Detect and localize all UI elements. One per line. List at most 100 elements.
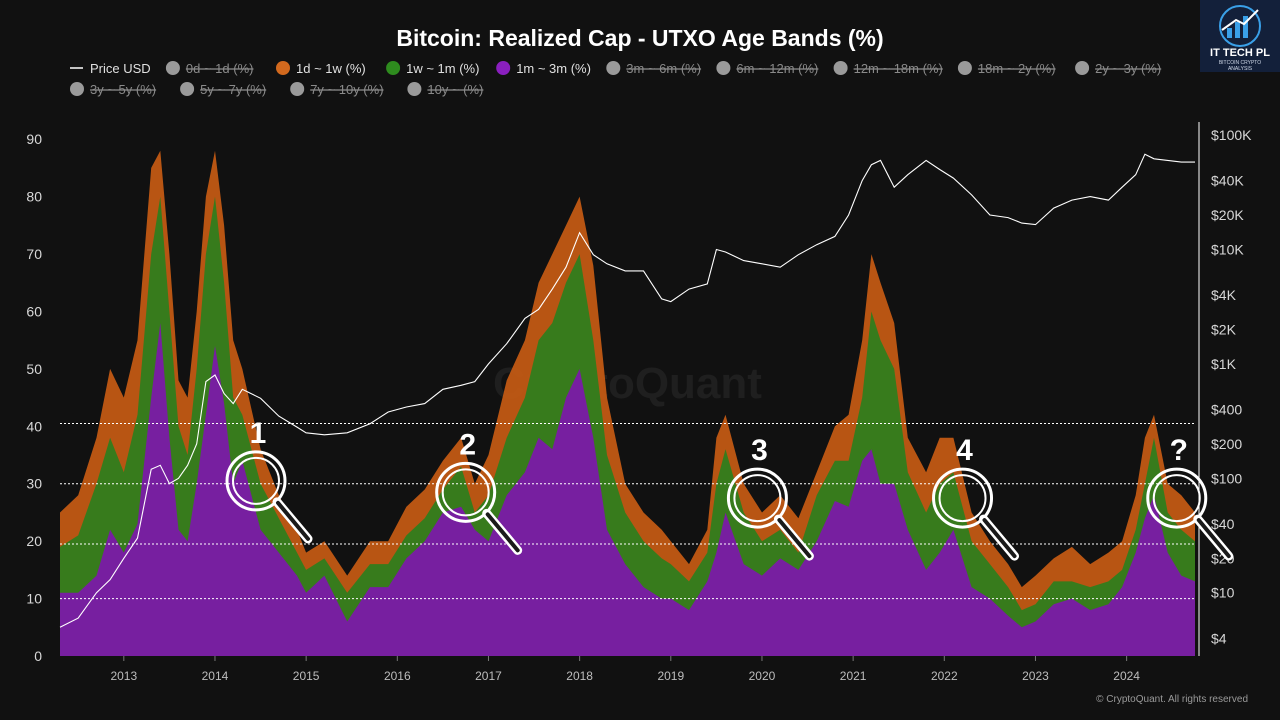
legend-label: 3y ~ 5y (%) — [90, 82, 156, 97]
y-right-tick-label: $4 — [1211, 630, 1227, 646]
logo: IT TECH PL BITCOIN CRYPTO ANALYSIS — [1200, 0, 1280, 72]
legend-label: 10y ~ (%) — [427, 82, 483, 97]
annotation-label: 3 — [751, 434, 768, 467]
legend-item-5[interactable]: 3m ~ 6m (%) — [606, 61, 701, 76]
legend-item-6[interactable]: 6m ~ 12m (%) — [716, 61, 818, 76]
legend-label: 6m ~ 12m (%) — [736, 61, 818, 76]
x-tick-label: 2023 — [1022, 669, 1049, 683]
magnifier-annotation-5: ? — [1146, 434, 1234, 561]
legend-marker — [407, 82, 422, 96]
y-right-tick-label: $20K — [1211, 207, 1244, 223]
magnifier-lens-icon — [733, 474, 782, 523]
legend-item-4[interactable]: 1m ~ 3m (%) — [496, 61, 591, 76]
magnifier-annotation-3: 3 — [726, 434, 814, 561]
magnifier-lens-icon — [232, 456, 281, 505]
magnifier-annotation-1: 1 — [225, 417, 313, 544]
area-1m-3m- — [60, 323, 1195, 656]
magnifier-lens-icon — [1152, 474, 1201, 523]
x-tick-label: 2013 — [110, 669, 137, 683]
legend-item-0[interactable]: Price USD — [70, 61, 151, 76]
legend-marker — [165, 61, 180, 75]
chart-title: Bitcoin: Realized Cap - UTXO Age Bands (… — [396, 25, 883, 51]
legend-marker — [276, 61, 290, 75]
legend-item-1[interactable]: 0d ~ 1d (%) — [165, 61, 254, 76]
y-right-tick-label: $1K — [1211, 356, 1237, 372]
magnifier-handle — [276, 500, 311, 541]
legend-label: 2y ~ 3y (%) — [1095, 61, 1161, 76]
annotation-label: 4 — [956, 434, 973, 467]
legend: Price USD 0d ~ 1d (%) 1d ~ 1w (%) 1w ~ 1m (… — [70, 61, 1161, 97]
legend-marker — [290, 82, 305, 96]
legend-marker — [833, 61, 848, 75]
legend-item-8[interactable]: 18m ~ 2y (%) — [957, 61, 1056, 76]
y-left-tick-label: 20 — [26, 533, 42, 549]
legend-marker — [1075, 61, 1090, 75]
y-right-tick-label: $10 — [1211, 585, 1235, 601]
legend-marker — [496, 61, 511, 75]
magnifier-annotation-2: 2 — [435, 428, 523, 555]
legend-label: 0d ~ 1d (%) — [186, 61, 254, 76]
legend-item-7[interactable]: 12m ~ 18m (%) — [833, 61, 943, 76]
logo-sub-1: BITCOIN CRYPTO — [1219, 60, 1261, 66]
x-tick-label: 2019 — [657, 669, 684, 683]
magnifier-icon — [1146, 467, 1208, 529]
magnifier-lens-icon — [938, 474, 987, 523]
x-tick-label: 2022 — [931, 669, 958, 683]
legend-item-2[interactable]: 1d ~ 1w (%) — [276, 61, 366, 76]
annotation-label: 1 — [250, 417, 267, 450]
x-tick-label: 2018 — [566, 669, 593, 683]
x-tick-label: 2017 — [475, 669, 502, 683]
legend-label: 18m ~ 2y (%) — [978, 61, 1056, 76]
y-right-tick-label: $400 — [1211, 401, 1242, 417]
x-tick-label: 2015 — [293, 669, 320, 683]
magnifier-handle — [485, 512, 520, 553]
legend-item-3[interactable]: 1w ~ 1m (%) — [386, 61, 479, 76]
x-tick-label: 2016 — [384, 669, 411, 683]
legend-label: 1w ~ 1m (%) — [406, 61, 479, 76]
magnifier-icon — [932, 467, 994, 529]
y-left-tick-label: 80 — [26, 189, 42, 205]
y-left-tick-label: 60 — [26, 303, 42, 319]
legend-marker — [386, 61, 401, 75]
y-left-tick-label: 10 — [26, 591, 42, 607]
magnifier-icon — [225, 450, 287, 512]
magnifier-lens-icon — [441, 468, 490, 517]
y-right-tick-label: $200 — [1211, 436, 1242, 452]
magnifier-handle — [777, 518, 812, 559]
legend-label: 1d ~ 1w (%) — [296, 61, 366, 76]
magnifier-handle — [982, 518, 1017, 559]
annotation-label: 2 — [459, 428, 476, 461]
price-line — [59, 153, 1195, 628]
y-left-tick-label: 0 — [34, 648, 42, 664]
x-tick-label: 2024 — [1113, 669, 1140, 683]
legend-item-10[interactable]: 3y ~ 5y (%) — [70, 82, 156, 97]
y-left-tick-label: 30 — [26, 476, 42, 492]
annotation-label: ? — [1170, 434, 1188, 467]
legend-label: Price USD — [90, 61, 151, 76]
y-left-tick-label: 90 — [26, 131, 42, 147]
magnifier-icon — [726, 467, 788, 529]
legend-marker — [716, 61, 731, 75]
legend-label: 12m ~ 18m (%) — [854, 61, 943, 76]
y-right-tick-label: $100K — [1211, 127, 1252, 143]
x-tick-label: 2020 — [749, 669, 776, 683]
y-right-tick-label: $100 — [1211, 470, 1242, 486]
legend-marker — [957, 61, 972, 75]
y-right-tick-label: $40K — [1211, 173, 1244, 189]
y-right-tick-label: $4K — [1211, 287, 1237, 303]
legend-label: 7y ~ 10y (%) — [310, 82, 383, 97]
footer-copyright: © CryptoQuant. All rights reserved — [1096, 694, 1248, 705]
legend-item-12[interactable]: 7y ~ 10y (%) — [290, 82, 384, 97]
legend-item-9[interactable]: 2y ~ 3y (%) — [1075, 61, 1161, 76]
magnifier-annotation-4: 4 — [932, 434, 1020, 561]
legend-label: 5y ~ 7y (%) — [200, 82, 266, 97]
x-tick-label: 2021 — [840, 669, 867, 683]
logo-name: IT TECH PL — [1210, 47, 1270, 59]
legend-marker — [180, 82, 195, 96]
legend-item-11[interactable]: 5y ~ 7y (%) — [180, 82, 266, 97]
y-right-tick-label: $2K — [1211, 321, 1237, 337]
legend-item-13[interactable]: 10y ~ (%) — [407, 82, 483, 97]
magnifier-handle — [1196, 518, 1231, 559]
